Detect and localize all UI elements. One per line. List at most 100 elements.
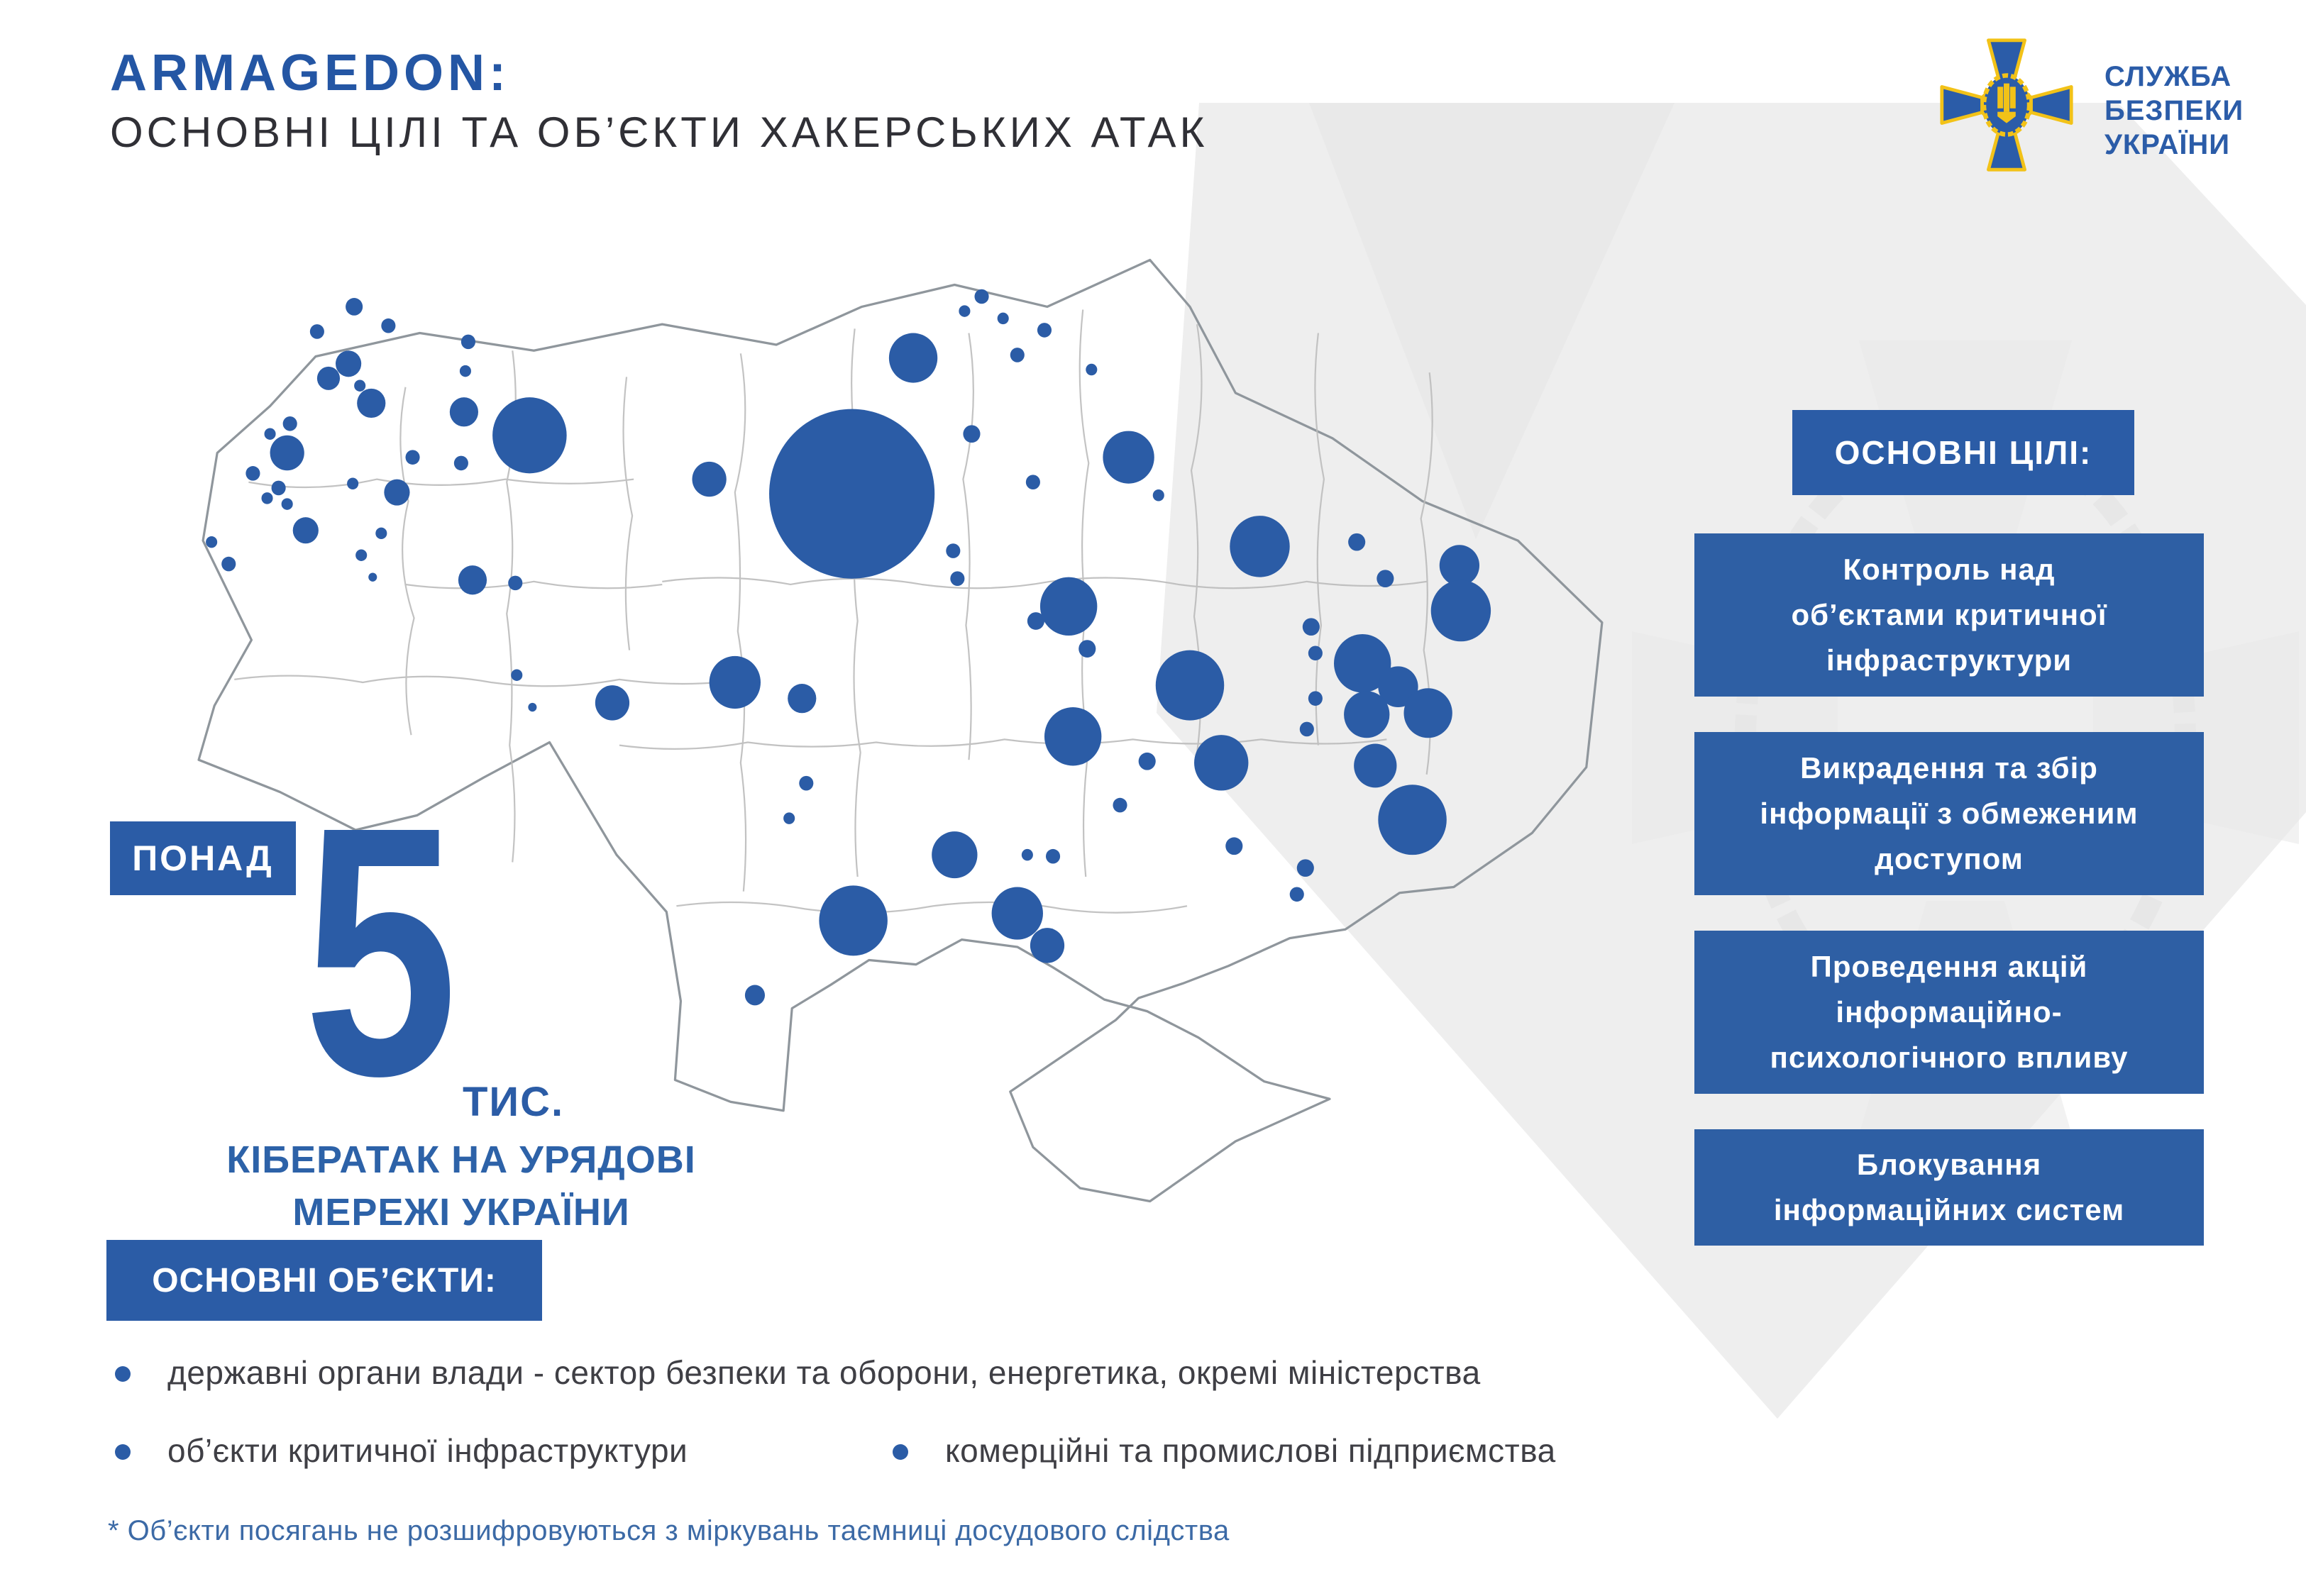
attack-bubble [1344, 691, 1390, 738]
stat-label-badge: ПОНАД [110, 821, 296, 895]
attack-bubble [1296, 859, 1314, 877]
attack-bubble [1086, 363, 1098, 376]
attack-bubble [459, 365, 471, 377]
attack-bubble [405, 450, 420, 465]
stat-unit: ТИС. [463, 1079, 565, 1125]
attack-bubble [292, 517, 319, 544]
attack-bubble [1045, 848, 1061, 864]
goal-box-steal-information: Викрадення та збір інформації з обмежени… [1694, 732, 2204, 895]
attack-bubble [1103, 431, 1154, 484]
sbu-logo-text: СЛУЖБА БЕЗПЕКИ УКРАЇНИ [2104, 60, 2244, 162]
attack-bubble [458, 565, 487, 595]
attack-bubble [375, 527, 387, 540]
attack-bubble [355, 549, 368, 561]
attack-bubble [206, 536, 218, 548]
attack-bubble [453, 455, 468, 471]
attack-bubble [1439, 545, 1480, 586]
attack-bubble [1021, 848, 1033, 861]
attack-bubble [819, 885, 888, 956]
attack-bubble [932, 831, 978, 879]
attack-bubble [1230, 516, 1290, 577]
object-bullet-item: комерційні та промислові підприємства [893, 1431, 1886, 1470]
attack-bubble [1152, 489, 1164, 501]
attack-bubble [963, 425, 981, 443]
attack-bubble [692, 461, 727, 497]
attack-bubble [1078, 640, 1096, 658]
attack-bubble [221, 556, 236, 572]
attack-bubble [511, 669, 523, 681]
bullet-dot-icon [115, 1444, 131, 1460]
attack-bubble [888, 333, 938, 383]
attack-bubble [282, 416, 297, 431]
bullet-dot-icon [893, 1444, 908, 1460]
goal-box-block-systems: Блокування інформаційних систем [1694, 1129, 2204, 1246]
attack-bubble [946, 543, 961, 558]
attack-bubble [1334, 634, 1391, 693]
page-subtitle: ОСНОВНІ ЦІЛІ ТА ОБ’ЄКТИ ХАКЕРСЬКИХ АТАК [110, 109, 1208, 156]
attack-bubbles-layer [206, 289, 1491, 1006]
sbu-logo-line: СЛУЖБА [2104, 61, 2232, 92]
attack-bubble [1044, 707, 1102, 766]
attack-bubble [1299, 721, 1314, 737]
attack-bubble [1030, 928, 1065, 963]
attack-bubble [246, 466, 260, 481]
attack-bubble [347, 477, 359, 489]
attack-bubble [381, 318, 396, 333]
attack-bubble [1302, 618, 1320, 636]
attack-bubble [492, 397, 567, 474]
attack-bubble [1037, 323, 1052, 338]
sbu-logo-line: УКРАЇНИ [2104, 129, 2231, 160]
attack-bubble [1377, 570, 1394, 588]
attack-bubble [508, 575, 523, 591]
attack-bubble [788, 684, 817, 714]
attack-bubble [316, 366, 341, 390]
object-item-label: комерційні та промислові підприємства [945, 1432, 1556, 1469]
object-item-label: об’єкти критичної інфраструктури [167, 1432, 688, 1469]
attack-bubble [1010, 348, 1025, 362]
attack-bubble [1348, 533, 1366, 551]
attack-bubble [959, 305, 971, 317]
object-bullet-item: об’єкти критичної інфраструктури [115, 1431, 881, 1470]
attack-bubble [769, 409, 935, 579]
bullet-dot-icon [115, 1366, 131, 1382]
attack-bubble [991, 887, 1043, 940]
attack-bubble [1378, 785, 1447, 855]
page-title: ARMAGEDON: [110, 45, 510, 101]
attack-bubble [309, 324, 324, 339]
stat-number: 5 [304, 753, 458, 1149]
attack-bubble [1113, 797, 1127, 813]
ukraine-map [197, 258, 1604, 1203]
attack-bubble [1289, 887, 1304, 902]
attack-bubble [783, 812, 795, 824]
attack-bubble [460, 334, 475, 350]
attack-bubble [1225, 837, 1243, 855]
attack-bubble [368, 572, 377, 582]
attack-bubble [270, 435, 304, 471]
attack-bubble [1025, 475, 1040, 489]
object-item-label: державні органи влади - сектор безпеки т… [167, 1354, 1481, 1391]
goal-box-control-infrastructure: Контроль над об’єктами критичної інфраст… [1694, 533, 2204, 697]
object-bullet-item: державні органи влади - сектор безпеки т… [115, 1353, 1960, 1392]
goal-box-psyops: Проведення акцій інформаційно- психологі… [1694, 931, 2204, 1094]
attack-bubble [799, 775, 814, 791]
attack-bubble [974, 289, 989, 304]
sbu-cross-icon [1940, 38, 2073, 172]
attack-bubble [528, 702, 537, 712]
attack-bubble [281, 498, 293, 510]
attack-bubble [336, 350, 362, 377]
attack-bubble [1155, 650, 1225, 721]
attack-bubble [354, 379, 366, 392]
objects-header-badge: ОСНОВНІ ОБ’ЄКТИ: [106, 1240, 542, 1321]
attack-bubble [595, 685, 630, 721]
attack-bubble [357, 388, 386, 419]
attack-bubble [271, 480, 286, 496]
map-country-outline [197, 258, 1604, 1203]
attack-bubble [1430, 580, 1491, 642]
attack-bubble [1039, 577, 1098, 636]
attack-bubble [1308, 691, 1323, 706]
stat-caption: КІБЕРАТАК НА УРЯДОВІ МЕРЕЖІ УКРАЇНИ [226, 1138, 696, 1234]
attack-bubble [1403, 688, 1452, 738]
attack-bubble [1308, 645, 1323, 661]
attack-bubble [1027, 612, 1044, 630]
